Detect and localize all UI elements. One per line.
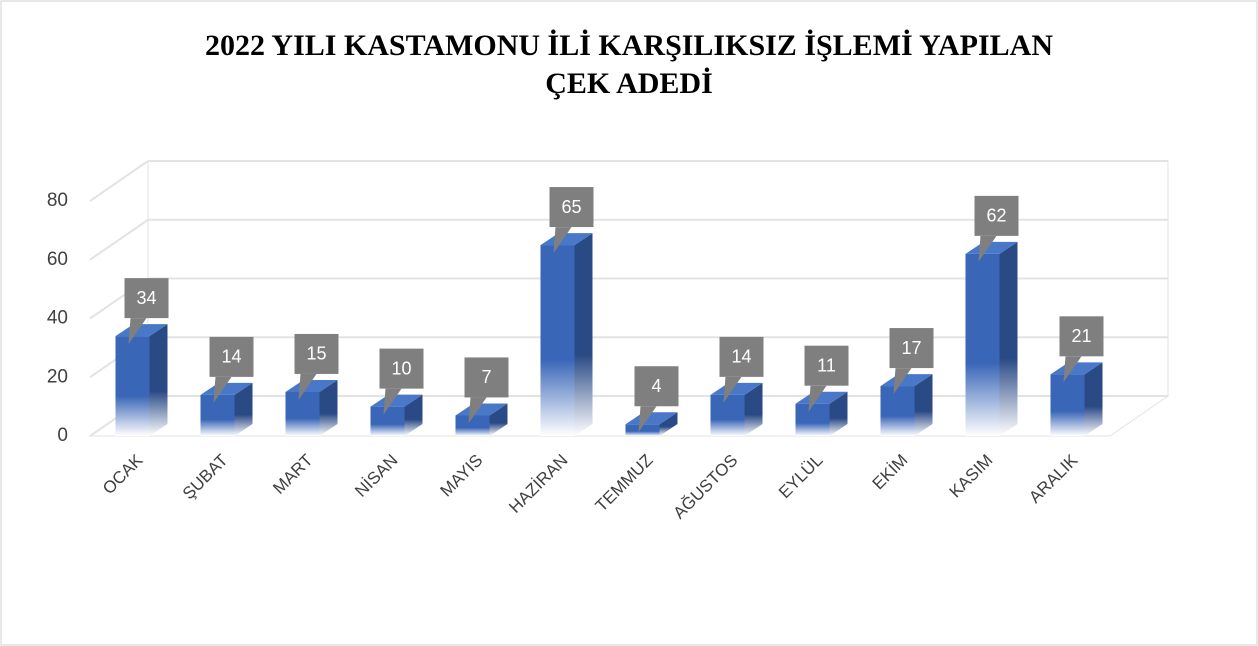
bar-front <box>965 253 1000 436</box>
bar-side <box>829 391 848 436</box>
bar-side <box>574 233 593 436</box>
bar-front <box>455 415 490 436</box>
data-label: 7 <box>481 367 491 387</box>
data-label: 10 <box>391 358 411 378</box>
data-label: 14 <box>731 347 751 367</box>
bar-side <box>659 412 678 436</box>
data-label-pointer <box>553 227 572 254</box>
bar-front <box>625 424 660 436</box>
data-label-pointer <box>808 385 827 412</box>
chart-title: 2022 YILI KASTAMONU İLİ KARŞILIKSIZ İŞLE… <box>205 29 1053 62</box>
data-label: 14 <box>221 347 241 367</box>
grid-line <box>89 160 149 202</box>
data-label-box <box>804 345 849 386</box>
y-tick-label: 20 <box>47 366 68 387</box>
data-label: 34 <box>136 288 156 308</box>
data-label-pointer <box>638 406 657 433</box>
data-label-box <box>464 357 509 398</box>
y-tick-label: 40 <box>47 308 68 329</box>
data-label-box <box>549 187 594 228</box>
bar-front <box>200 394 235 436</box>
bar-top <box>965 241 1018 254</box>
data-label-pointer <box>468 397 487 424</box>
bar-top <box>115 324 168 337</box>
data-label-pointer <box>128 318 147 345</box>
bar-side <box>489 403 508 436</box>
data-label-box <box>719 336 764 377</box>
bar-front <box>115 336 150 436</box>
bar-top <box>200 382 253 395</box>
bar-top <box>1050 362 1103 375</box>
bar-front <box>370 406 405 436</box>
bar-top <box>540 233 593 246</box>
data-label-pointer <box>978 235 997 262</box>
data-label: 4 <box>651 376 661 396</box>
y-tick-label: 80 <box>47 190 68 211</box>
bar-side <box>1084 362 1103 436</box>
data-label-pointer <box>893 368 912 395</box>
bar-top <box>625 412 678 425</box>
bar-top <box>795 391 848 404</box>
bar-top <box>285 379 338 392</box>
bar-front <box>880 386 915 436</box>
data-label: 11 <box>817 355 836 375</box>
bar-front <box>285 391 320 436</box>
data-label-box <box>124 278 169 319</box>
bar-top <box>710 382 763 395</box>
data-label: 21 <box>1071 326 1091 346</box>
data-label: 15 <box>306 344 326 364</box>
bar-side <box>744 382 763 436</box>
y-tick-label: 0 <box>57 425 68 446</box>
bar-side <box>999 241 1018 436</box>
bar-side <box>404 394 423 436</box>
bar-front <box>1050 374 1085 436</box>
data-label-box <box>379 348 424 389</box>
data-label-pointer <box>723 376 742 403</box>
y-tick-label: 60 <box>47 249 68 270</box>
data-label-pointer <box>298 373 317 400</box>
bar-front <box>710 394 745 436</box>
grid-line <box>89 218 149 261</box>
data-label: 62 <box>986 206 1006 226</box>
data-label: 65 <box>561 197 581 217</box>
bar-front <box>540 245 575 436</box>
data-label-box <box>634 366 679 407</box>
bar-front <box>795 403 830 436</box>
data-label-pointer <box>213 376 232 403</box>
data-label-pointer <box>1063 356 1082 383</box>
data-label-box <box>1059 316 1104 357</box>
data-label-pointer <box>383 388 402 415</box>
bar-top <box>370 394 423 407</box>
data-label-box <box>294 333 339 374</box>
chart-subtitle: ÇEK ADEDİ <box>545 67 713 100</box>
data-label-box <box>974 195 1019 236</box>
data-label: 17 <box>901 338 921 358</box>
bar-top <box>880 374 933 387</box>
bar-side <box>319 379 338 436</box>
bar-side <box>149 324 168 436</box>
bar-side <box>914 374 933 436</box>
bar-side <box>234 382 253 436</box>
data-label-box <box>209 336 254 377</box>
data-label-box <box>889 328 934 369</box>
bar-top <box>455 403 508 416</box>
